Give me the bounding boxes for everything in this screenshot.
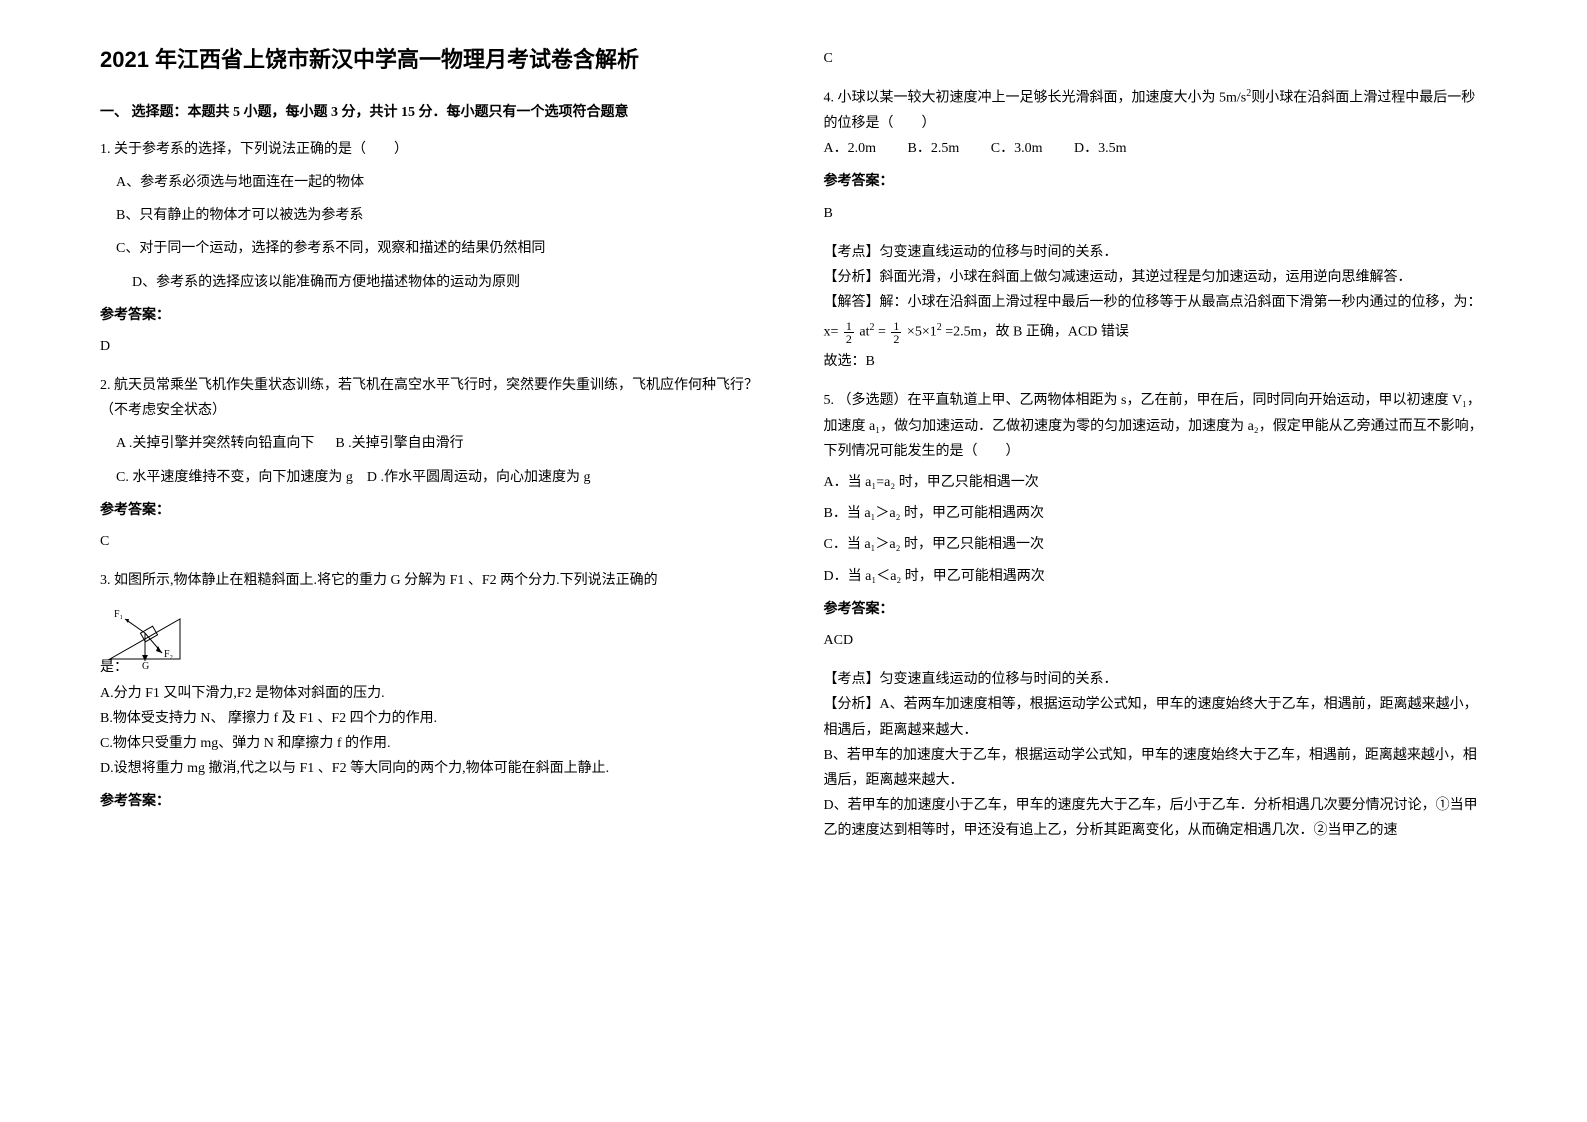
q1-answer-label: 参考答案： <box>100 303 764 328</box>
q5-answer: ACD <box>824 628 1488 653</box>
q3-answer: C <box>824 46 1488 71</box>
right-column: C 4. 小球以某一较大初速度冲上一足够长光滑斜面，加速度大小为 5m/s2则小… <box>824 40 1488 857</box>
fig-label-f1: F₁ <box>114 609 123 620</box>
q3-stem: 3. 如图所示,物体静止在粗糙斜面上.将它的重力 G 分解为 F1 、F2 两个… <box>100 568 764 593</box>
section-heading: 一、 选择题：本题共 5 小题，每小题 3 分，共计 15 分．每小题只有一个选… <box>100 100 764 125</box>
q2-options-line2: C. 水平速度维持不变，向下加速度为 g D .作水平圆周运动，向心加速度为 g <box>116 465 764 490</box>
q5-option-c: C．当 a₁＞a₂ 时，甲乙只能相遇一次 <box>824 532 1488 557</box>
q2-answer-label: 参考答案： <box>100 498 764 523</box>
q1-option-d: D、参考系的选择应该以能准确而方便地描述物体的运动为原则 <box>132 270 764 295</box>
q2-option-a: A .关掉引擎并突然转向铅直向下 <box>116 436 314 451</box>
q4-fx: 【分析】斜面光滑，小球在斜面上做匀减速运动，其逆过程是匀加速运动，运用逆向思维解… <box>824 265 1488 290</box>
eq-eq: = <box>878 325 886 340</box>
q2-options-line1: A .关掉引擎并突然转向铅直向下 B .关掉引擎自由滑行 <box>116 431 764 456</box>
fig-label-f2: F₂ <box>164 649 173 660</box>
q5-option-b: B．当 a₁＞a₂ 时，甲乙可能相遇两次 <box>824 501 1488 526</box>
fig-label-g: G <box>142 661 149 669</box>
eq-suffix: =2.5m，故 B 正确，ACD 错误 <box>945 325 1129 340</box>
q3-option-d: D.设想将重力 mg 撤消,代之以与 F1 、F2 等大同向的两个力,物体可能在… <box>100 756 764 781</box>
q2-option-b: B .关掉引擎自由滑行 <box>335 436 463 451</box>
eq-prefix: x= <box>824 325 839 340</box>
q5-option-d: D．当 a₁＜a₂ 时，甲乙可能相遇两次 <box>824 564 1488 589</box>
q3-option-c: C.物体只受重力 mg、弹力 N 和摩擦力 f 的作用. <box>100 731 764 756</box>
page-title: 2021 年江西省上饶市新汉中学高一物理月考试卷含解析 <box>100 40 764 80</box>
eq-val: ×5×1 <box>907 325 937 340</box>
q4-options: A．2.0m B．2.5m C．3.0m D．3.5m <box>824 136 1488 161</box>
question-1: 1. 关于参考系的选择，下列说法正确的是（ ） A、参考系必须选与地面连在一起的… <box>100 137 764 359</box>
q1-stem: 1. 关于参考系的选择，下列说法正确的是（ ） <box>100 137 764 162</box>
left-column: 2021 年江西省上饶市新汉中学高一物理月考试卷含解析 一、 选择题：本题共 5… <box>100 40 764 857</box>
q4-option-b: B．2.5m <box>908 141 960 156</box>
eq-mid: at <box>859 325 869 340</box>
q1-option-a: A、参考系必须选与地面连在一起的物体 <box>116 170 764 195</box>
question-5: 5. （多选题）在平直轨道上甲、乙两物体相距为 s，乙在前，甲在后，同时同向开始… <box>824 388 1488 843</box>
q4-equation: x= 12 at2 = 12 ×5×12 =2.5m，故 B 正确，ACD 错误 <box>824 319 1488 345</box>
q4-kd: 【考点】匀变速直线运动的位移与时间的关系． <box>824 240 1488 265</box>
q2-option-d: D .作水平圆周运动，向心加速度为 g <box>367 470 591 485</box>
q4-option-c: C．3.0m <box>991 141 1043 156</box>
q3-answer-label: 参考答案： <box>100 789 764 814</box>
question-2: 2. 航天员常乘坐飞机作失重状态训练，若飞机在高空水平飞行时，突然要作失重训练，… <box>100 373 764 554</box>
q1-option-b: B、只有静止的物体才可以被选为参考系 <box>116 203 764 228</box>
q3-option-b: B.物体受支持力 N、 摩擦力 f 及 F1 、F2 四个力的作用. <box>100 706 764 731</box>
q5-kd: 【考点】匀变速直线运动的位移与时间的关系． <box>824 667 1488 692</box>
q4-option-a: A．2.0m <box>824 141 877 156</box>
question-3: 3. 如图所示,物体静止在粗糙斜面上.将它的重力 G 分解为 F1 、F2 两个… <box>100 568 764 814</box>
q4-answer: B <box>824 201 1488 226</box>
q3-option-a: A.分力 F1 又叫下滑力,F2 是物体对斜面的压力. <box>100 681 764 706</box>
q2-answer: C <box>100 529 764 554</box>
question-4: 4. 小球以某一较大初速度冲上一足够长光滑斜面，加速度大小为 5m/s2则小球在… <box>824 85 1488 374</box>
q5-option-a: A．当 a₁=a₂ 时，甲乙只能相遇一次 <box>824 470 1488 495</box>
q4-option-d: D．3.5m <box>1074 141 1127 156</box>
q4-jd: 【解答】解：小球在沿斜面上滑过程中最后一秒的位移等于从最高点沿斜面下滑第一秒内通… <box>824 290 1488 315</box>
q4-answer-label: 参考答案： <box>824 169 1488 194</box>
q4-stem: 4. 小球以某一较大初速度冲上一足够长光滑斜面，加速度大小为 5m/s2则小球在… <box>824 85 1488 136</box>
q5-fx1: 【分析】A、若两车加速度相等，根据运动学公式知，甲车的速度始终大于乙车，相遇前，… <box>824 692 1488 742</box>
q3-shi: 是： <box>100 655 764 680</box>
q4-pick: 故选：B <box>824 349 1488 374</box>
q5-fx3: D、若甲车的加速度小于乙车，甲车的速度先大于乙车，后小于乙车．分析相遇几次要分情… <box>824 793 1488 843</box>
q4-stem-a: 4. 小球以某一较大初速度冲上一足够长光滑斜面，加速度大小为 5m/s <box>824 91 1247 106</box>
q5-stem: 5. （多选题）在平直轨道上甲、乙两物体相距为 s，乙在前，甲在后，同时同向开始… <box>824 388 1488 464</box>
q5-fx2: B、若甲车的加速度大于乙车，根据运动学公式知，甲车的速度始终大于乙车，相遇前，距… <box>824 743 1488 793</box>
q5-answer-label: 参考答案： <box>824 597 1488 622</box>
q1-answer: D <box>100 334 764 359</box>
q1-option-c: C、对于同一个运动，选择的参考系不同，观察和描述的结果仍然相同 <box>116 236 764 261</box>
q2-stem: 2. 航天员常乘坐飞机作失重状态训练，若飞机在高空水平飞行时，突然要作失重训练，… <box>100 373 764 423</box>
q2-option-c: C. 水平速度维持不变，向下加速度为 g <box>116 470 353 485</box>
